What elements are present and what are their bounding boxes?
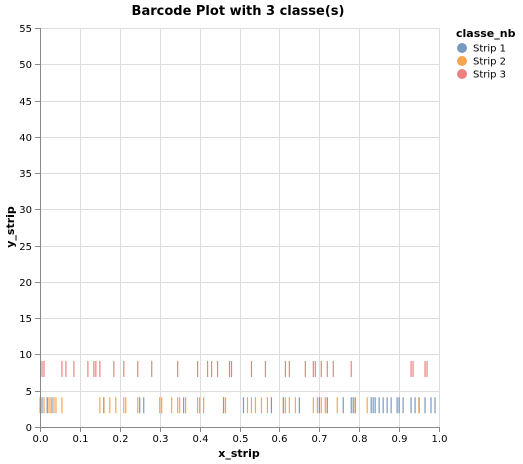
legend-symbol [457,43,467,53]
y-tick-label: 35 [19,169,32,180]
legend-label: Strip 1 [473,44,506,55]
y-axis-title: y_strip [4,206,17,248]
plot-marks [39,360,436,414]
x-tick-label: 1.0 [432,434,448,445]
legend-label: Strip 2 [473,57,506,68]
y-tick-label: 20 [19,278,32,289]
y-tick-label: 5 [26,387,32,398]
y-tick-label: 25 [19,242,32,253]
x-tick-label: 0.2 [113,434,129,445]
y-tick-label: 30 [19,205,32,216]
x-tick-label: 0.6 [272,434,288,445]
y-tick-label: 40 [19,133,32,144]
y-tick-label: 15 [19,314,32,325]
legend: classe_nb Strip 1 Strip 2 Strip 3 [456,27,516,81]
y-tick-label: 0 [26,423,32,434]
x-tick-label: 0.1 [73,434,89,445]
legend-symbol [457,56,467,66]
y-tick-label: 55 [19,24,32,35]
chart-title: Barcode Plot with 3 classe(s) [132,4,345,19]
y-tick-label: 45 [19,97,32,108]
x-tick-label: 0.9 [392,434,408,445]
x-axis-title: x_strip [218,447,260,460]
y-axis: 0 5 10 15 20 25 30 35 40 45 50 55 [19,24,40,434]
x-tick-label: 0.3 [153,434,169,445]
y-tick-label: 10 [19,350,32,361]
series-2-marks [39,397,420,414]
legend-symbol [457,69,467,79]
series-3-marks [41,360,428,377]
legend-label: Strip 3 [473,70,506,81]
y-tick-label: 50 [19,60,32,71]
x-axis: 0.0 0.1 0.2 0.3 0.4 0.5 0.6 0.7 0.8 0.9 1.0 [33,427,448,445]
x-tick-label: 0.4 [193,434,209,445]
x-tick-label: 0.7 [312,434,328,445]
series-1-marks [41,397,436,414]
legend-title: classe_nb [456,27,516,40]
x-tick-label: 0.8 [352,434,368,445]
x-tick-label: 0.0 [33,434,49,445]
x-tick-label: 0.5 [233,434,249,445]
